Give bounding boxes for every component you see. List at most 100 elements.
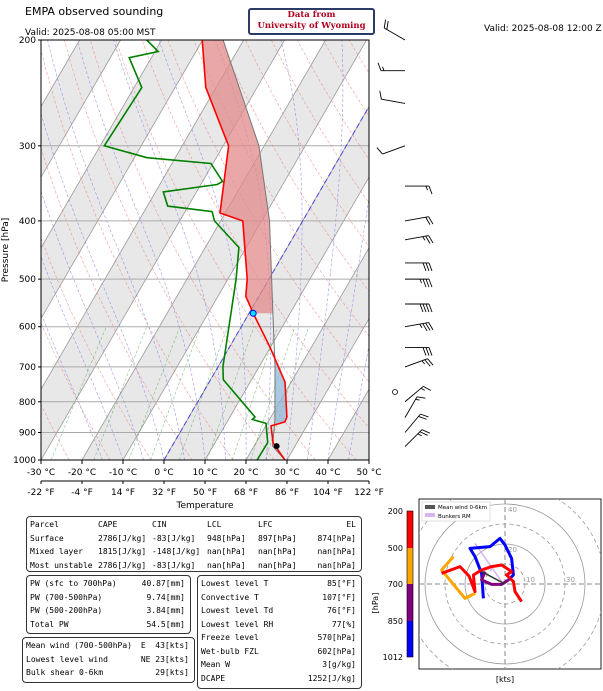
dry-adiabat xyxy=(41,147,193,460)
moist-adiabat xyxy=(307,40,344,460)
barb-flag xyxy=(425,217,431,225)
table-cell: Parcel xyxy=(30,520,59,529)
wind-barb xyxy=(405,262,433,272)
wind-barb xyxy=(376,145,406,155)
table-cell: Wet-bulb FZL xyxy=(201,646,259,656)
barb-half-flag xyxy=(425,185,428,191)
table-cell: 40.87[mm] xyxy=(141,579,185,588)
moist-adiabat xyxy=(280,40,303,460)
table-row: Convective T 107[°F] xyxy=(201,593,358,606)
x-tick-label-fahrenheit: 68 °F xyxy=(234,488,258,498)
table-cell: 85[°F] xyxy=(327,579,356,588)
barb-flag xyxy=(379,90,382,100)
barb-flag xyxy=(428,322,434,331)
dry-adiabat xyxy=(89,40,316,460)
table-cell: Lowest level wind xyxy=(26,654,108,664)
table-cell: NE 23[kts] xyxy=(140,654,189,664)
x-tick-label-fahrenheit: 104 °F xyxy=(313,488,343,498)
hodograph-ring-label: 10 xyxy=(526,576,535,584)
y-tick-label: 300 xyxy=(19,142,36,152)
table-cell: Total PW xyxy=(30,619,69,629)
barb-flag xyxy=(422,347,427,356)
barb-flag xyxy=(428,216,434,225)
source-line-2: University of Wyoming xyxy=(257,21,366,31)
wind-barbs xyxy=(376,19,434,447)
table-cell: Surface xyxy=(30,533,64,543)
y-axis-label: Pressure [hPa] xyxy=(1,218,11,283)
wind-barb xyxy=(404,385,432,403)
hodograph-ring-label: 30 xyxy=(566,576,575,584)
axes: 200 300 400 500 600 700 800 900 1000 -30 °C -22 °F… xyxy=(13,36,384,498)
table-cell: -83[J/kg] xyxy=(152,533,196,543)
wind-summary-table: Mean wind (700-500hPa) E 43[kts] Lowest le… xyxy=(22,637,195,683)
x-tick-label-fahrenheit: -22 °F xyxy=(27,488,54,498)
hodograph-ring-label: 20 xyxy=(508,546,517,554)
wind-barb xyxy=(404,413,429,433)
surface-parcel-marker xyxy=(273,443,280,450)
hodograph: 10 20 30 40 Mean wind 0-6km Bunkers RM [kts] 20… xyxy=(371,498,602,684)
table-cell: 107[°F] xyxy=(322,592,356,602)
table-cell: Convective T xyxy=(201,592,259,602)
table-cell: 77[%] xyxy=(331,619,356,629)
table-row: Bulk shear 0-6km 29[kts] xyxy=(26,668,191,681)
barb-flag xyxy=(428,235,434,244)
table-cell: 602[hPa] xyxy=(317,646,356,656)
table-row: PW (700-500hPa) 9.74[mm] xyxy=(30,593,187,606)
barb-flag xyxy=(425,278,430,288)
colorbar-segment xyxy=(407,548,413,584)
table-cell: 29[kts] xyxy=(155,668,189,677)
wind-barb xyxy=(404,429,430,447)
table-cell: CIN xyxy=(152,520,167,529)
barb-flag xyxy=(428,347,433,356)
wind-barb xyxy=(377,62,405,72)
isotherm-line xyxy=(410,40,603,460)
barb-half-flag xyxy=(422,236,426,241)
colorbar-segment xyxy=(407,584,413,621)
legend-label-bunkers: Bunkers RM xyxy=(438,514,471,520)
wind-barb xyxy=(383,19,406,41)
table-cell: DCAPE xyxy=(201,673,226,683)
y-tick-label: 600 xyxy=(19,323,36,333)
hodograph-legend xyxy=(421,501,491,522)
colorbar-tick-label: 200 xyxy=(388,507,403,516)
table-row: Lowest level T 85[°F] xyxy=(201,579,358,592)
y-tick-label: 400 xyxy=(19,217,36,227)
y-tick-label: 1000 xyxy=(13,456,36,466)
table-cell: 2786[J/kg] xyxy=(98,560,147,570)
barb-staff xyxy=(404,396,418,418)
cape-area xyxy=(202,40,273,314)
table-cell: E 43[kts] xyxy=(140,641,189,650)
barb-half-flag xyxy=(420,387,426,391)
table-cell: 874[hPa] xyxy=(317,533,356,543)
barb-half-flag xyxy=(382,66,385,71)
x-tick-label-celsius: 20 °C xyxy=(233,468,258,478)
wind-barb xyxy=(404,216,434,225)
barb-half-flag xyxy=(421,360,426,365)
table-row: Surface 2786[J/kg] -83[J/kg] 948[hPa] 897[hP… xyxy=(30,534,358,547)
table-cell: nan[hPa] xyxy=(207,547,246,556)
table-row: Lowest level wind NE 23[kts] xyxy=(26,655,191,668)
table-cell: Lowest level T xyxy=(201,579,269,588)
barb-flag xyxy=(383,19,387,29)
barb-flag xyxy=(422,303,427,313)
barb-flag xyxy=(421,429,430,434)
barb-flag xyxy=(420,413,429,418)
y-tick-label: 700 xyxy=(19,363,36,373)
dry-adiabat xyxy=(348,40,369,74)
barb-half-flag xyxy=(419,323,423,328)
barb-staff xyxy=(404,322,429,328)
moist-adiabat xyxy=(327,195,369,460)
barb-flag xyxy=(424,359,431,367)
barb-staff xyxy=(382,145,406,155)
table-cell: PW (sfc to 700hPa) xyxy=(30,579,117,588)
barb-flag xyxy=(419,431,428,436)
table-cell: 3[g/kg] xyxy=(322,660,356,669)
colorbar-frame xyxy=(406,510,414,658)
dry-adiabat xyxy=(401,40,603,460)
table-cell: 1815[J/kg] xyxy=(98,547,147,556)
x-tick-label-celsius: 10 °C xyxy=(192,468,217,478)
barb-half-flag xyxy=(419,278,422,284)
table-cell: Lowest level Td xyxy=(201,606,274,615)
dewpoint-line xyxy=(103,40,269,460)
barb-flag xyxy=(425,303,430,313)
